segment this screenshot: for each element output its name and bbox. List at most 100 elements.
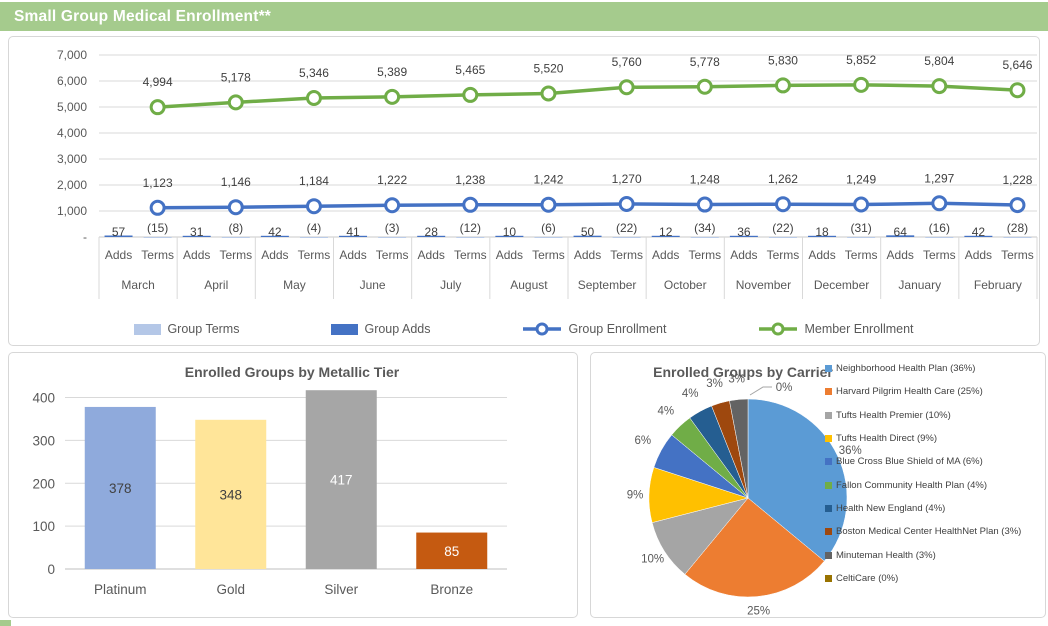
metallic-tier-chart-panel[interactable]: Enrolled Groups by Metallic Tier 0 100 200 3… <box>8 352 578 618</box>
group-terms-bar[interactable] <box>221 237 250 238</box>
series-data-label: 1,146 <box>221 175 251 189</box>
carrier-legend-item: Boston Medical Center HealthNet Plan (3%… <box>825 526 1041 538</box>
line-marker[interactable] <box>540 85 557 102</box>
group-adds-bar[interactable] <box>339 235 368 237</box>
group-terms-bar[interactable] <box>612 237 641 238</box>
series-data-label: 5,804 <box>924 54 954 68</box>
axis-adds-label: Adds <box>574 248 601 262</box>
axis-month-label: May <box>283 278 306 292</box>
line-marker[interactable] <box>774 77 791 94</box>
axis-terms-label: Terms <box>767 248 800 262</box>
axis-month-label: July <box>440 278 461 292</box>
next-section-header-stub <box>0 620 11 626</box>
bar-gold[interactable] <box>195 419 267 569</box>
pie-label-leader-line <box>749 386 772 396</box>
line-marker[interactable] <box>305 90 322 107</box>
pie-slice-harvard-pilgrim-health-care-25[interactable] <box>684 497 825 598</box>
group-adds-bar[interactable] <box>886 235 915 237</box>
legend-label: Fallon Community Health Plan (4%) <box>836 479 988 491</box>
line-marker[interactable] <box>305 198 322 215</box>
legend-label: Boston Medical Center HealthNet Plan (3%… <box>836 526 1022 538</box>
carrier-chart-panel[interactable]: Enrolled Groups by Carrier 36% 25% 10% 9% 6% 4… <box>590 352 1046 618</box>
line-marker[interactable] <box>540 196 557 213</box>
enrollment-chart-panel[interactable]: - 1,000 2,000 3,000 4,000 5,000 6,000 7,000 57 (1… <box>8 36 1040 346</box>
group-terms-bar[interactable] <box>768 237 797 238</box>
group-enrollment-line[interactable] <box>155 201 1020 210</box>
legend-marker <box>771 322 785 336</box>
pie-percent-label: 36% <box>839 445 862 457</box>
legend-label: Tufts Health Direct (9%) <box>836 433 938 445</box>
line-marker[interactable] <box>696 196 713 213</box>
line-marker[interactable] <box>227 199 244 216</box>
group-terms-bar[interactable] <box>1003 237 1032 238</box>
line-marker[interactable] <box>774 196 791 213</box>
group-terms-bar[interactable] <box>456 237 485 238</box>
line-marker[interactable] <box>853 196 870 213</box>
member-enrollment-line[interactable] <box>155 83 1020 109</box>
bar-bronze[interactable] <box>416 532 488 569</box>
group-terms-bar[interactable] <box>925 237 954 238</box>
group-adds-bar[interactable] <box>651 235 680 237</box>
line-marker[interactable] <box>227 94 244 111</box>
group-adds-value-label: 42 <box>972 225 986 239</box>
line-marker[interactable] <box>384 197 401 214</box>
group-terms-value-label: (28) <box>1007 221 1028 235</box>
pie-percent-label: 4% <box>658 406 675 418</box>
pie-slice-neighborhood-health-plan-36[interactable] <box>747 398 848 562</box>
legend-label: CeltiCare (0%) <box>836 573 899 585</box>
line-marker[interactable] <box>696 78 713 95</box>
group-adds-bar[interactable] <box>729 235 758 237</box>
line-marker[interactable] <box>462 196 479 213</box>
carrier-legend-item: Harvard Pilgrim Health Care (25%) <box>825 386 1041 398</box>
line-marker[interactable] <box>149 99 166 116</box>
group-adds-bar[interactable] <box>182 235 211 237</box>
line-marker[interactable] <box>462 86 479 103</box>
line-marker[interactable] <box>149 199 166 216</box>
group-adds-bar[interactable] <box>417 235 446 237</box>
group-adds-bar[interactable] <box>573 235 602 237</box>
legend-swatch <box>825 528 832 536</box>
axis-terms-label: Terms <box>376 248 409 262</box>
series-data-label: 1,249 <box>846 173 876 187</box>
series-data-label: 1,297 <box>924 171 954 185</box>
group-terms-value-label: (34) <box>694 221 715 235</box>
group-adds-bar[interactable] <box>260 235 289 237</box>
group-terms-value-label: (15) <box>147 221 168 235</box>
axis-month-label: February <box>974 278 1022 292</box>
axis-adds-label: Adds <box>808 248 835 262</box>
pie-percent-label: 3% <box>706 378 723 390</box>
line-marker[interactable] <box>618 195 635 212</box>
group-adds-bar[interactable] <box>104 235 133 237</box>
section-header: Small Group Medical Enrollment** <box>0 2 1048 31</box>
group-adds-bar[interactable] <box>964 235 993 237</box>
bar-value-label: 417 <box>330 473 353 488</box>
series-data-label: 1,238 <box>455 173 485 187</box>
group-terms-bar[interactable] <box>378 237 407 238</box>
legend-swatch <box>825 505 832 513</box>
line-marker[interactable] <box>618 79 635 96</box>
pie-slice-minuteman-health-3[interactable] <box>729 398 749 499</box>
y-axis-tick-label: 6,000 <box>57 74 87 88</box>
line-marker[interactable] <box>1009 82 1026 99</box>
group-terms-bar[interactable] <box>299 237 328 238</box>
group-terms-bar[interactable] <box>534 237 563 238</box>
y-axis-tick-label: 400 <box>32 391 55 406</box>
bar-silver[interactable] <box>305 390 377 569</box>
bar-platinum[interactable] <box>84 406 156 569</box>
series-data-label: 5,830 <box>768 53 798 67</box>
series-data-label: 1,228 <box>1002 173 1032 187</box>
line-marker[interactable] <box>1009 197 1026 214</box>
group-adds-bar[interactable] <box>495 235 524 237</box>
y-axis-tick-label: 4,000 <box>57 126 87 140</box>
group-adds-bar[interactable] <box>808 235 837 237</box>
line-marker[interactable] <box>931 195 948 212</box>
group-terms-bar[interactable] <box>143 237 172 238</box>
group-terms-bar[interactable] <box>847 237 876 238</box>
series-data-label: 1,184 <box>299 174 329 188</box>
carrier-pie-chart: Enrolled Groups by Carrier 36% 25% 10% 9% 6% 4… <box>627 364 862 617</box>
line-marker[interactable] <box>853 76 870 93</box>
line-marker[interactable] <box>384 88 401 105</box>
series-data-label: 5,346 <box>299 66 329 80</box>
line-marker[interactable] <box>931 78 948 95</box>
group-terms-bar[interactable] <box>690 237 719 238</box>
